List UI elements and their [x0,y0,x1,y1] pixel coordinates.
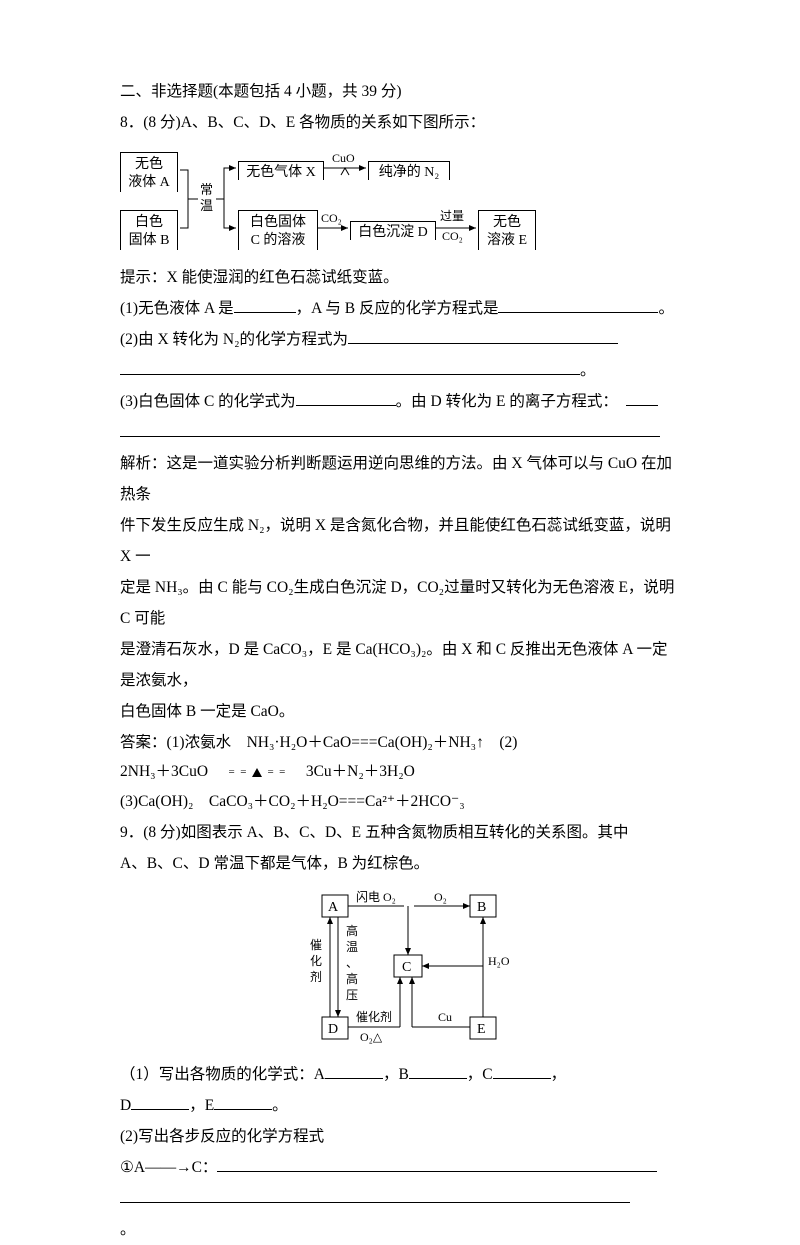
blank [325,1061,383,1079]
blank [120,1185,630,1203]
d2-C: C [402,960,411,975]
d2-D: D [328,1022,338,1037]
q8-p3b-line [120,417,680,448]
d1-boxC2: C 的溶液 [251,232,306,250]
q8-p3b: 。由 D 转化为 E 的离子方程式： [396,393,610,410]
q9-p2a: (2)写出各步反应的化学方程式 [120,1121,680,1152]
punct: 。 [658,300,674,317]
q8-hint: 提示：X 能使湿润的红色石蕊试纸变蓝。 [120,262,680,293]
q9-p2c [120,1183,680,1214]
d2-leftL1: 催 [310,938,322,952]
q9-p1-line2: D ，E 。 [120,1090,680,1121]
blank [120,419,660,437]
d1-boxA1: 无色 [135,156,163,174]
q9-p2b: ①A――→C： [120,1152,680,1183]
q9-stem1: 9．(8 分)如图表示 A、B、C、D、E 五种含氮物质相互转化的关系图。其中 [120,817,680,848]
d1-cuo: CuO [332,151,355,165]
d2-topR: O₂ [434,890,447,904]
q8-p3a: (3)白色固体 C 的化学式为 [120,393,296,410]
q8-p2b: 。 [120,355,680,386]
q8-ans1: 答案：(1)浓氨水 NH₃·H₂O＋CaO===Ca(OH)₂＋NH₃↑ (2) [120,727,680,758]
q8-ans3: (3)Ca(OH)₂ CaCO₃＋CO₂＋H₂O===Ca²⁺＋2HCO⁻₃ [120,786,680,817]
punct: 。 [120,1221,136,1238]
q8-p3: (3)白色固体 C 的化学式为 。由 D 转化为 E 的离子方程式： [120,386,680,417]
q9-p1c: ，C [467,1066,493,1083]
d2-A: A [328,900,339,915]
d2-midL5: 压 [346,988,358,1002]
d1-boxD: 白色沉淀 D [358,224,428,240]
blank [234,295,296,313]
q9-diagram: A B C D E 闪电 O₂ O₂ 催 化 剂 高 温 、 高 压 催化剂 O… [120,889,680,1049]
d1-boxC1: 白色固体 [250,214,306,232]
d2-midL3: 、 [346,956,358,970]
d2-leftL3: 剂 [310,969,322,984]
d2-midL4: 高 [346,971,358,986]
q9-p1f: ，E [189,1097,214,1114]
d2-midL1: 高 [346,923,358,938]
d2-E: E [477,1022,486,1037]
blank [626,388,658,406]
q9-p2b-label: ①A――→C： [120,1159,217,1176]
d2-botL: 催化剂 [356,1009,392,1024]
q8-p1: (1)无色液体 A 是 ，A 与 B 反应的化学方程式是 。 [120,293,680,324]
q9-p1-line1: （1）写出各物质的化学式：A ，B ，C ， [120,1059,680,1090]
ans2L: 2NH₃＋3CuO [120,763,208,780]
blank [409,1061,467,1079]
q9-stem2: A、B、C、D 常温下都是气体，B 为红棕色。 [120,848,680,879]
q8-p1b: ，A 与 B 反应的化学方程式是 [296,300,499,317]
q8-stem: 8．(8 分)A、B、C、D、E 各物质的关系如下图所示： [120,107,680,138]
q8-expl2: 件下发生反应生成 N₂，说明 X 是含氮化合物，并且能使红色石蕊试纸变蓝，说明 … [120,510,680,572]
d1-boxB1: 白色 [135,214,163,232]
section-title: 二、非选择题(本题包括 4 小题，共 39 分) [120,76,680,107]
d2-topL: 闪电 O₂ [356,890,396,904]
blank [296,388,396,406]
q8-diagram: 无色 液体 A 白色 固体 B 常 温 无色气体 X CuO 纯净的 N₂ 白色… [120,144,680,256]
q8-p2: (2)由 X 转化为 N₂的化学方程式为 [120,324,680,355]
blank [498,295,658,313]
q9-p2c-end: 。 [120,1214,680,1245]
d2-botR: Cu [438,1010,452,1024]
q9-p1g: 。 [272,1097,288,1114]
blank [214,1092,272,1110]
d1-boxE1: 无色 [493,214,521,232]
blank [348,326,618,344]
d1-ex2: CO₂ [442,229,463,243]
d1-boxN2: 纯净的 N₂ [379,164,440,180]
d2-rightL: H₂O [488,954,510,968]
q9-p1a: （1）写出各物质的化学式：A [120,1066,325,1083]
d2-leftL2: 化 [310,954,322,968]
q8-expl4: 是澄清石灰水，D 是 CaCO₃，E 是 Ca(HCO₃)₂。由 X 和 C 反… [120,634,680,696]
blank [217,1154,657,1172]
punct: 。 [580,362,596,379]
blank [120,357,580,375]
d1-boxA2: 液体 A [128,174,170,192]
q8-expl3: 定是 NH₃。由 C 能与 CO₂生成白色沉淀 D，CO₂过量时又转化为无色溶液… [120,572,680,634]
ans2R: 3Cu＋N₂＋3H₂O [306,763,415,780]
d1-boxE2: 溶液 E [487,232,527,250]
d2-midL2: 温 [346,940,358,954]
d2-B: B [477,900,486,915]
blank [493,1061,551,1079]
d1-cond1: 常 [200,182,213,197]
d1-boxB2: 固体 B [129,232,170,250]
d1-cond2: 温 [200,198,213,213]
q9-p1e: D [120,1097,131,1114]
q8-expl5: 白色固体 B 一定是 CaO。 [120,696,680,727]
q8-p2a: (2)由 X 转化为 N₂的化学方程式为 [120,331,348,348]
q8-p1a: (1)无色液体 A 是 [120,300,234,317]
q8-expl1: 解析：这是一道实验分析判断题运用逆向思维的方法。由 X 气体可以与 CuO 在加… [120,448,680,510]
d1-boxX: 无色气体 X [246,164,316,180]
d1-ex1: 过量 [440,209,464,223]
q9-p1d: ， [551,1066,567,1083]
blank [131,1092,189,1110]
q9-p1b: ，B [383,1066,409,1083]
d2-botL2: O₂△ [360,1030,383,1044]
q8-ans2: 2NH₃＋3CuO = = = = 3Cu＋N₂＋3H₂O [120,758,680,786]
d1-co2: CO₂ [321,211,342,225]
